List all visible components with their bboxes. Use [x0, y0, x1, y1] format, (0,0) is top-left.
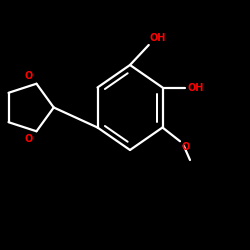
Text: O: O: [25, 71, 33, 81]
Text: OH: OH: [187, 83, 204, 93]
Text: OH: OH: [150, 33, 166, 43]
Text: O: O: [182, 142, 190, 152]
Text: O: O: [25, 134, 33, 144]
